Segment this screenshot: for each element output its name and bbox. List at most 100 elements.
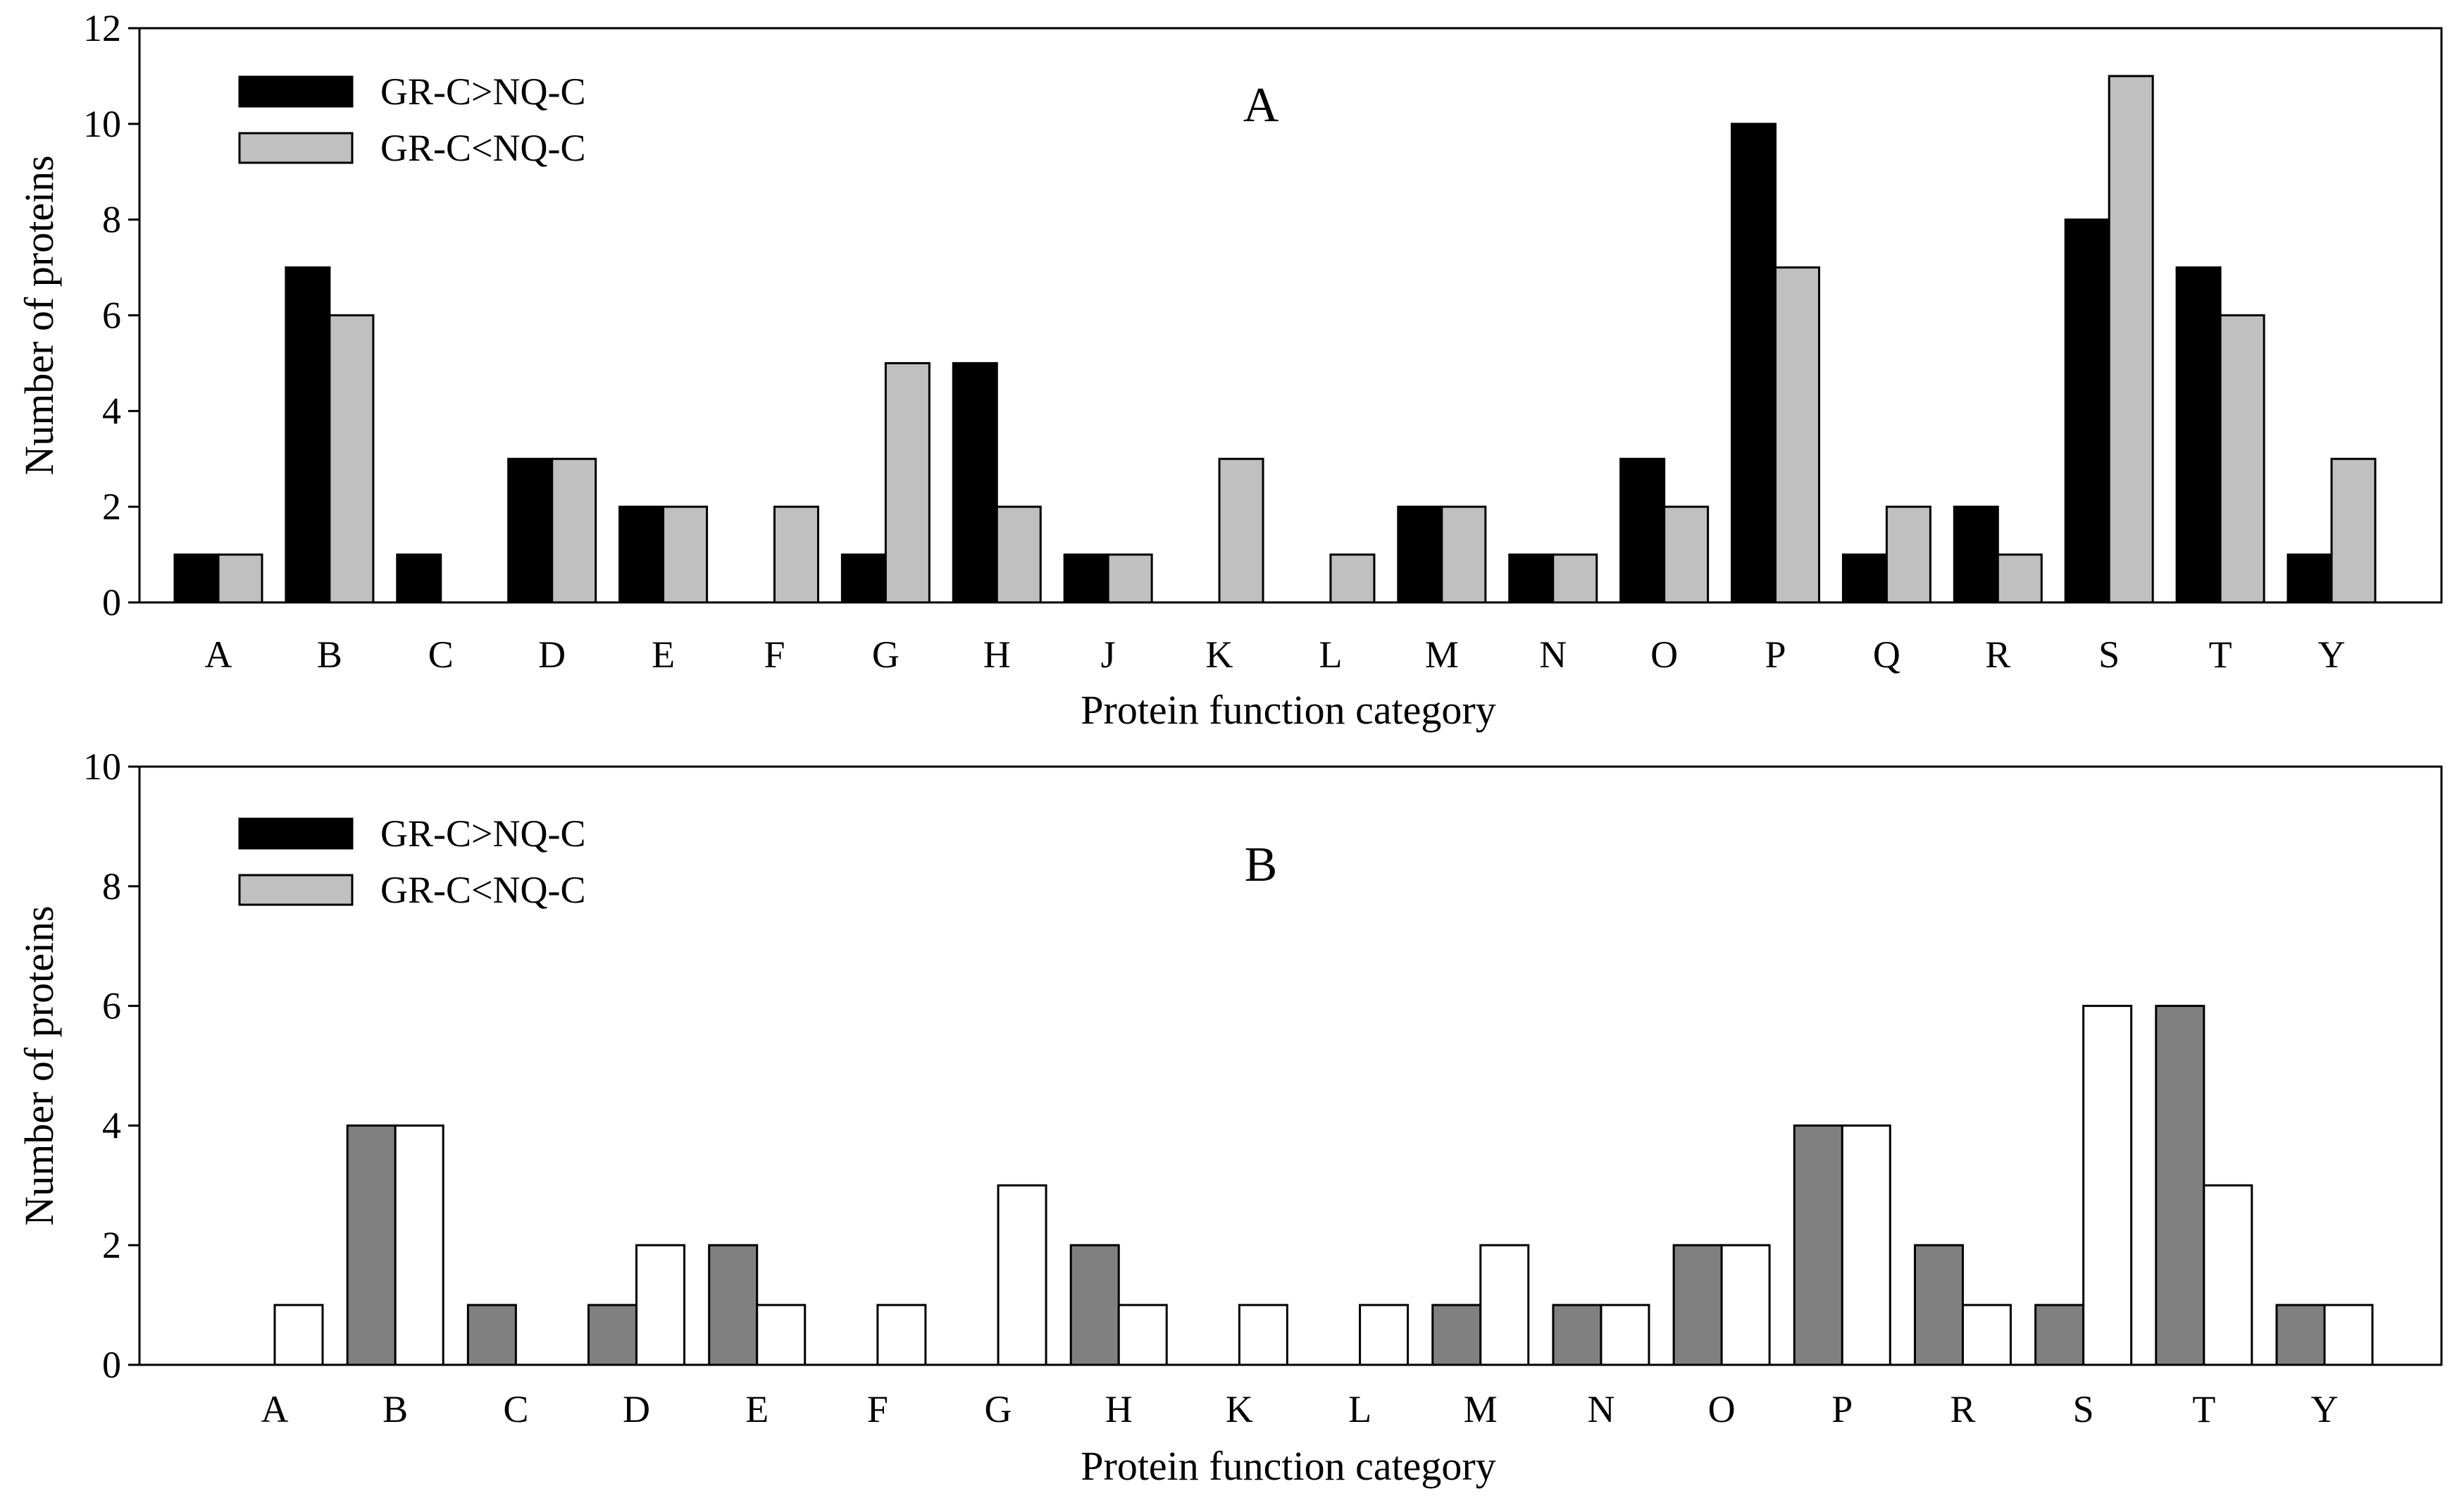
bar-B-series-1 [285,266,331,604]
bar-M-series-1 [1397,505,1443,604]
bar-B-series-2 [394,1124,444,1366]
y-tick-label: 10 [83,745,121,788]
bar-Y-series-1 [2286,553,2333,604]
bar-F-series-2 [773,505,819,604]
x-tick-label: G [872,633,900,676]
bar-R-series-2 [1961,1304,2012,1366]
bar-H-series-1 [1069,1244,1120,1366]
bar-J-series-2 [1107,553,1153,604]
bar-P-series-2 [1774,266,1821,604]
legend-swatch-2 [238,874,354,906]
legend-swatch-1 [238,817,354,850]
y-tick-label: 8 [102,865,121,908]
bar-G-series-2 [884,361,931,604]
x-tick-label: T [2209,633,2232,676]
x-tick-label: A [261,1388,289,1430]
x-tick-label: T [2192,1388,2215,1430]
x-tick-label: P [1765,633,1786,676]
bar-P-series-1 [1731,123,1777,604]
bar-H-series-1 [952,361,998,604]
legend-label-1: GR-C>NQ-C [380,812,585,855]
bar-H-series-2 [995,505,1042,604]
x-tick-label: D [623,1388,650,1430]
bar-E-series-1 [708,1244,759,1366]
x-tick-label: N [1539,633,1567,676]
y-axis-title: Number of proteins [16,155,62,475]
y-tick-label: 4 [102,1104,121,1146]
bar-K-series-2 [1218,457,1264,604]
y-tick-label: 8 [102,199,121,241]
bar-N-series-2 [1552,553,1598,604]
x-tick-label: R [1950,1388,1975,1430]
y-tick-label: 0 [102,1344,121,1386]
x-tick-label: B [382,1388,408,1430]
panel-a: 0 2 4 6 8 10 12 A B C D E F G H J K L M N O P Q R S T Y Protein fun… [16,7,2443,733]
bar-S-series-1 [2034,1304,2085,1366]
y-tick-label: 10 [83,103,121,145]
x-tick-label: R [1985,633,2010,676]
bar-R-series-1 [1953,505,1999,604]
x-tick-label: J [1101,633,1116,676]
bar-M-series-2 [1479,1244,1530,1366]
x-tick-label: H [1105,1388,1133,1430]
bar-G-series-2 [997,1184,1047,1366]
y-tick-label: 6 [102,985,121,1027]
x-tick-label: B [317,633,342,676]
x-tick-label: L [1348,1388,1371,1430]
x-axis-title: Protein function category [1081,1443,1496,1489]
x-tick-label: H [983,633,1011,676]
x-tick-label: F [867,1388,888,1430]
bar-A-series-2 [273,1304,324,1366]
x-tick-label: O [1650,633,1678,676]
bar-F-series-2 [876,1304,927,1366]
bar-T-series-1 [2175,266,2222,604]
bar-B-series-2 [328,314,375,604]
bar-S-series-2 [2082,1005,2133,1366]
bar-Y-series-2 [2323,1304,2374,1366]
x-tick-label: S [2098,633,2120,676]
x-tick-label: A [205,633,232,676]
bar-P-series-2 [1841,1124,1891,1366]
x-tick-label: E [745,1388,769,1430]
bar-M-series-1 [1431,1304,1482,1366]
x-axis-title: Protein function category [1081,687,1496,733]
legend-label-2: GR-C<NQ-C [380,869,585,911]
bar-R-series-2 [1996,553,2043,604]
x-tick-label: P [1831,1388,1853,1430]
bar-J-series-1 [1063,553,1109,604]
bar-O-series-2 [1720,1244,1771,1366]
bar-S-series-1 [2064,218,2110,604]
bar-T-series-2 [2219,314,2265,604]
x-tick-label: K [1206,633,1233,676]
bar-P-series-1 [1793,1124,1843,1366]
bar-O-series-2 [1663,505,1710,604]
x-tick-label: E [652,633,675,676]
y-axis-title: Number of proteins [16,905,62,1225]
bar-B-series-1 [346,1124,397,1366]
x-tick-label: Y [2311,1388,2339,1430]
panel-label: B [1245,838,1278,892]
bar-R-series-1 [1913,1244,1964,1366]
bar-N-series-1 [1508,553,1555,604]
x-tick-label: Y [2318,633,2346,676]
y-tick-label: 12 [83,7,121,49]
bar-T-series-1 [2155,1005,2205,1366]
panel-b: 0 2 4 6 8 10 A B C D E F G H K L M N O P R S T Y Protein functio… [16,745,2443,1489]
plot-frame [138,765,2443,1366]
bar-Q-series-2 [1885,505,1931,604]
x-tick-label: C [503,1388,528,1430]
x-tick-label: D [538,633,566,676]
x-tick-label: K [1226,1388,1253,1430]
bar-D-series-2 [551,457,597,604]
legend-swatch-1 [238,75,354,108]
y-tick-label: 2 [102,1224,121,1266]
bar-G-series-1 [840,553,887,604]
bar-D-series-2 [635,1244,686,1366]
x-tick-label: C [428,633,454,676]
bar-T-series-2 [2203,1184,2253,1366]
x-tick-label: Q [1873,633,1900,676]
legend-label-1: GR-C>NQ-C [380,70,585,113]
bar-Y-series-1 [2275,1304,2326,1366]
x-tick-label: G [985,1388,1012,1430]
